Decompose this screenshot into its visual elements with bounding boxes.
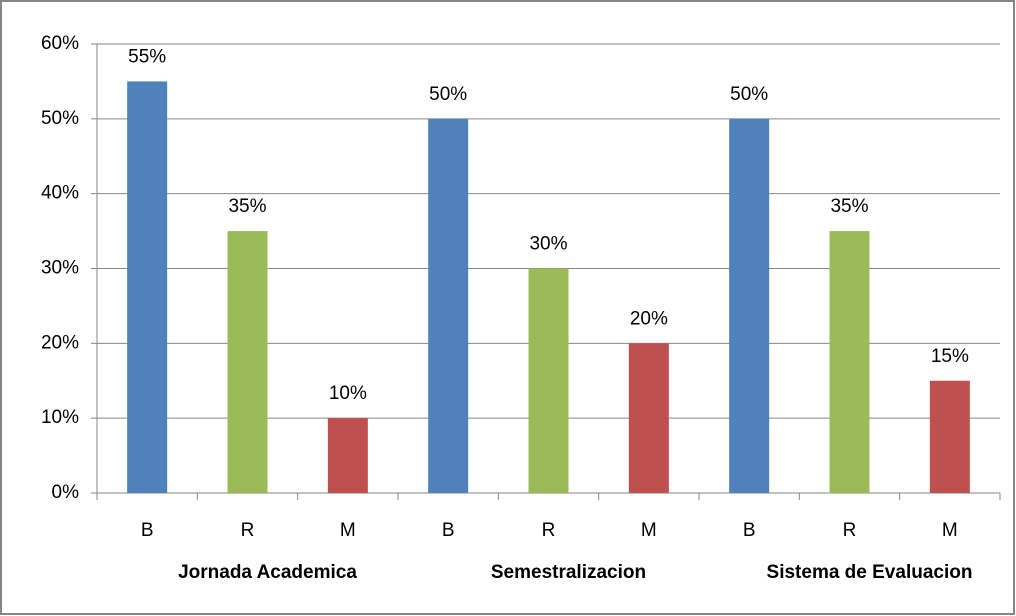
data-label: 50% <box>429 84 467 105</box>
y-tick-label: 0% <box>52 482 80 503</box>
bar <box>127 81 168 494</box>
data-label: 20% <box>630 308 668 329</box>
x-tick-label: R <box>241 520 255 541</box>
y-tick-label: 50% <box>41 108 79 129</box>
data-label: 15% <box>931 346 969 367</box>
x-tick-label: M <box>641 520 657 541</box>
x-tick-label: B <box>743 520 756 541</box>
y-tick-label: 60% <box>41 33 79 54</box>
data-label: 10% <box>329 383 367 404</box>
bar <box>528 268 569 493</box>
y-tick-label: 10% <box>41 407 79 428</box>
group-label: Sistema de Evaluacion <box>767 562 973 583</box>
data-label: 50% <box>730 84 768 105</box>
x-tick-label: B <box>442 520 455 541</box>
bar <box>428 118 469 493</box>
bar <box>227 231 268 494</box>
bar <box>829 231 870 494</box>
group-label: Semestralizacion <box>491 562 646 583</box>
bar <box>729 118 770 493</box>
bar <box>929 380 970 493</box>
data-label: 35% <box>830 196 868 217</box>
data-label: 55% <box>128 46 166 67</box>
bar <box>628 343 669 493</box>
y-tick-label: 30% <box>41 258 79 279</box>
x-tick-label: M <box>942 520 958 541</box>
bar <box>327 418 368 493</box>
x-tick-label: B <box>141 520 154 541</box>
data-label: 35% <box>228 196 266 217</box>
x-tick-label: R <box>542 520 556 541</box>
group-label: Jornada Academica <box>178 562 357 583</box>
x-tick-label: M <box>340 520 356 541</box>
y-tick-label: 40% <box>41 183 79 204</box>
x-tick-label: R <box>843 520 857 541</box>
data-label: 30% <box>529 234 567 255</box>
y-tick-label: 20% <box>41 332 79 353</box>
